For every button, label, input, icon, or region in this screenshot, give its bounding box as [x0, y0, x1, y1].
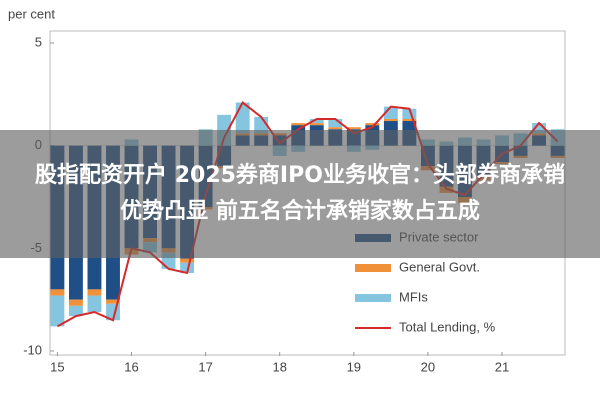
bar: [68, 305, 83, 317]
y-tick-label: -10: [23, 342, 42, 357]
bar: [365, 123, 380, 126]
bar: [291, 123, 306, 126]
x-tick-label: 16: [124, 359, 138, 374]
banner: 股指配资开户 2025券商IPO业务收官：头部券商承销优势凸显 前五名合计承销家…: [0, 130, 600, 258]
x-tick-label: 15: [50, 359, 64, 374]
bar: [87, 289, 102, 296]
bar: [180, 258, 195, 263]
legend-label: Total Lending, %: [399, 319, 496, 334]
bar: [309, 118, 324, 124]
x-tick-label: 21: [495, 359, 509, 374]
bar: [328, 127, 343, 130]
bar: [328, 118, 343, 128]
y-axis-label: per cent: [8, 6, 55, 21]
legend-label: General Govt.: [399, 259, 480, 274]
bar: [346, 127, 361, 130]
bar: [532, 123, 547, 134]
bar: [383, 118, 398, 122]
legend-label: MFIs: [399, 289, 428, 304]
bar: [402, 118, 417, 122]
x-tick-label: 20: [421, 359, 435, 374]
legend-swatch: [355, 264, 391, 272]
bar: [87, 295, 102, 312]
x-tick-label: 18: [272, 359, 286, 374]
bar: [180, 262, 195, 273]
legend-swatch: [355, 294, 391, 302]
banner-title: 股指配资开户 2025券商IPO业务收官：头部券商承销优势凸显 前五名合计承销家…: [35, 163, 565, 224]
x-tick-label: 19: [347, 359, 361, 374]
bar: [50, 289, 65, 296]
bar: [50, 295, 65, 327]
bar: [309, 123, 324, 126]
x-tick-label: 17: [198, 359, 212, 374]
y-tick-label: 5: [35, 34, 42, 49]
bar: [106, 299, 120, 304]
bar: [402, 108, 417, 119]
bar: [68, 299, 83, 306]
